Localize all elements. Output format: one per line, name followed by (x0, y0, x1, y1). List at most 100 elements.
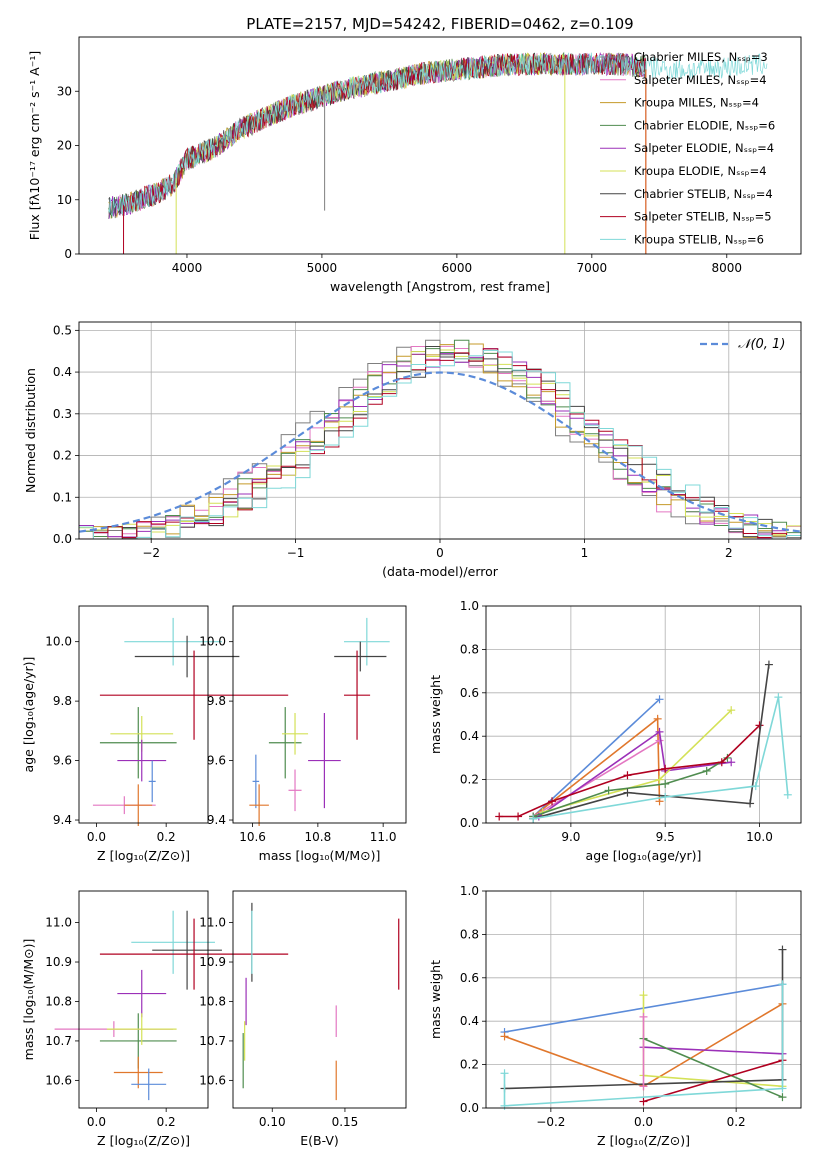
y-tick-label: 9.4 (53, 813, 72, 827)
errorbar-point (106, 1013, 177, 1045)
y-tick-label: 10.0 (45, 635, 72, 649)
y-tick-label: 9.8 (207, 694, 226, 708)
weight-series (538, 706, 736, 817)
errorbar-point (288, 769, 302, 812)
legend-label: Kroupa STELIB, Nₛₛₚ=6 (634, 232, 764, 246)
errorbar-point (152, 910, 222, 990)
histogram-series (79, 346, 801, 539)
weight-series-line (532, 739, 660, 818)
x-tick-label: 5000 (307, 261, 338, 275)
legend-label: Chabrier MILES, Nₛₛₚ=3 (634, 50, 768, 64)
chart-spectrum: 4000 5000 6000 7000 8000 0 10 20 30 wavelength [A… (27, 36, 802, 294)
x-tick-label: −2 (142, 546, 160, 560)
y-tick-label: 0.2 (460, 1058, 479, 1072)
errorbar-point (113, 1056, 163, 1089)
weight-series (529, 693, 792, 823)
weight-series (500, 980, 787, 1110)
y-tick-label: 0.4 (53, 365, 72, 379)
x-tick-label: 0.0 (87, 830, 106, 844)
x-tick-label: 7000 (577, 261, 608, 275)
x-axis-label: mass [log₁₀(M/M⊙)] (259, 848, 381, 863)
legend-label: Salpeter MILES, Nₛₛₚ=4 (634, 73, 767, 87)
weight-series-line (503, 984, 784, 1107)
x-tick-label: 0.0 (634, 1115, 653, 1129)
spectrum-series-line (123, 52, 647, 212)
errorbar-point (131, 1068, 167, 1101)
legend-label: Kroupa ELODIE, Nₛₛₚ=4 (634, 164, 767, 178)
y-tick-label: 9.8 (53, 694, 72, 708)
histogram-series (79, 348, 801, 539)
errorbar-point (117, 739, 167, 782)
errorbar-point (334, 641, 387, 672)
x-tick-label: 11.0 (370, 830, 397, 844)
legend-label: Kroupa MILES, Nₛₛₚ=4 (634, 96, 759, 110)
axes-frame (78, 36, 802, 255)
axes-frame (485, 605, 802, 824)
page-title: PLATE=2157, MJD=54242, FIBERID=0462, z=0… (246, 15, 633, 33)
x-tick-label: 2 (725, 546, 733, 560)
y-tick-label: 20 (57, 139, 72, 153)
x-tick-label: 0.15 (332, 1115, 359, 1129)
y-tick-label: 10.8 (199, 994, 226, 1008)
y-tick-label: 0.5 (53, 323, 72, 337)
axes-frame (485, 890, 802, 1109)
y-tick-label: 0.0 (460, 1101, 479, 1115)
errorbar-point (281, 713, 309, 755)
chart-residuals: −2 −1 0 1 2 0.0 0.1 0.2 0.3 0.4 0.5 (data-model)/er… (23, 321, 802, 579)
weight-series-line (642, 995, 783, 1088)
axes-frame (232, 605, 407, 824)
spectrum-lines (108, 51, 768, 254)
y-tick-label: 0.2 (53, 449, 72, 463)
errorbar-point (343, 617, 390, 666)
y-tick-label: 11.0 (45, 916, 72, 930)
y-tick-label: 0.3 (53, 407, 72, 421)
x-tick-label: 0.2 (157, 830, 176, 844)
chart-age_vs_mass: 10.6 10.8 11.0 9.4 9.6 9.8 10.0 mass [log₁₀(M/M… (199, 605, 407, 863)
weight-series-line (643, 1059, 783, 1103)
x-tick-label: 6000 (442, 261, 473, 275)
x-tick-label: 0.2 (727, 1115, 746, 1129)
legend-label: Salpeter STELIB, Nₛₛₚ=5 (634, 210, 772, 224)
x-tick-label: 9.0 (561, 830, 580, 844)
y-tick-label: 0 (64, 247, 72, 261)
errorbar-point (131, 910, 215, 974)
errorbar-point (117, 969, 167, 1018)
errorbar-point (134, 635, 240, 678)
legend-label: Chabrier STELIB, Nₛₛₚ=4 (634, 187, 773, 201)
errorbar-point (249, 784, 269, 826)
spectrum-series-line (108, 52, 768, 216)
y-axis-label: age [log₁₀(age/yr)] (21, 657, 36, 773)
y-tick-label: 1.0 (460, 599, 479, 613)
x-tick-label: −1 (287, 546, 305, 560)
x-tick-label: 8000 (712, 261, 743, 275)
errorbar-point (99, 650, 289, 740)
x-tick-label: 10.8 (305, 830, 332, 844)
y-tick-label: 0.8 (460, 927, 479, 941)
axes-frame (78, 890, 209, 1109)
axes-frame (78, 321, 802, 540)
y-tick-label: 9.6 (53, 754, 72, 768)
errorbar-point (124, 617, 222, 666)
chart-weight_vs_Z: −0.2 0.0 0.2 0.0 0.2 0.4 0.6 0.8 1.0 Z [log₁₀(Z/Z… (428, 884, 802, 1148)
errorbar-point (99, 707, 177, 779)
y-tick-label: 10.7 (45, 1034, 72, 1048)
y-tick-label: 10 (57, 193, 72, 207)
histograms (79, 339, 801, 539)
weight-series-line (532, 698, 661, 818)
x-tick-label: 10.0 (746, 830, 773, 844)
x-tick-label: −0.2 (536, 1115, 565, 1129)
errorbar-point (268, 707, 302, 779)
y-tick-label: 10.6 (199, 1073, 226, 1087)
y-tick-label: 0.0 (460, 816, 479, 830)
x-axis-label: Z [log₁₀(Z/Z⊙)] (97, 848, 190, 863)
y-tick-label: 10.6 (45, 1073, 72, 1087)
y-axis-label: mass [log₁₀(M/M⊙)] (21, 939, 36, 1061)
weight-series (495, 721, 764, 821)
x-tick-label: 0.2 (157, 1115, 176, 1129)
y-tick-label: 10.9 (199, 955, 226, 969)
y-tick-label: 30 (57, 84, 72, 98)
errorbar-point (99, 918, 289, 990)
weight-series-line (532, 664, 770, 820)
y-tick-label: 0.6 (460, 971, 479, 985)
